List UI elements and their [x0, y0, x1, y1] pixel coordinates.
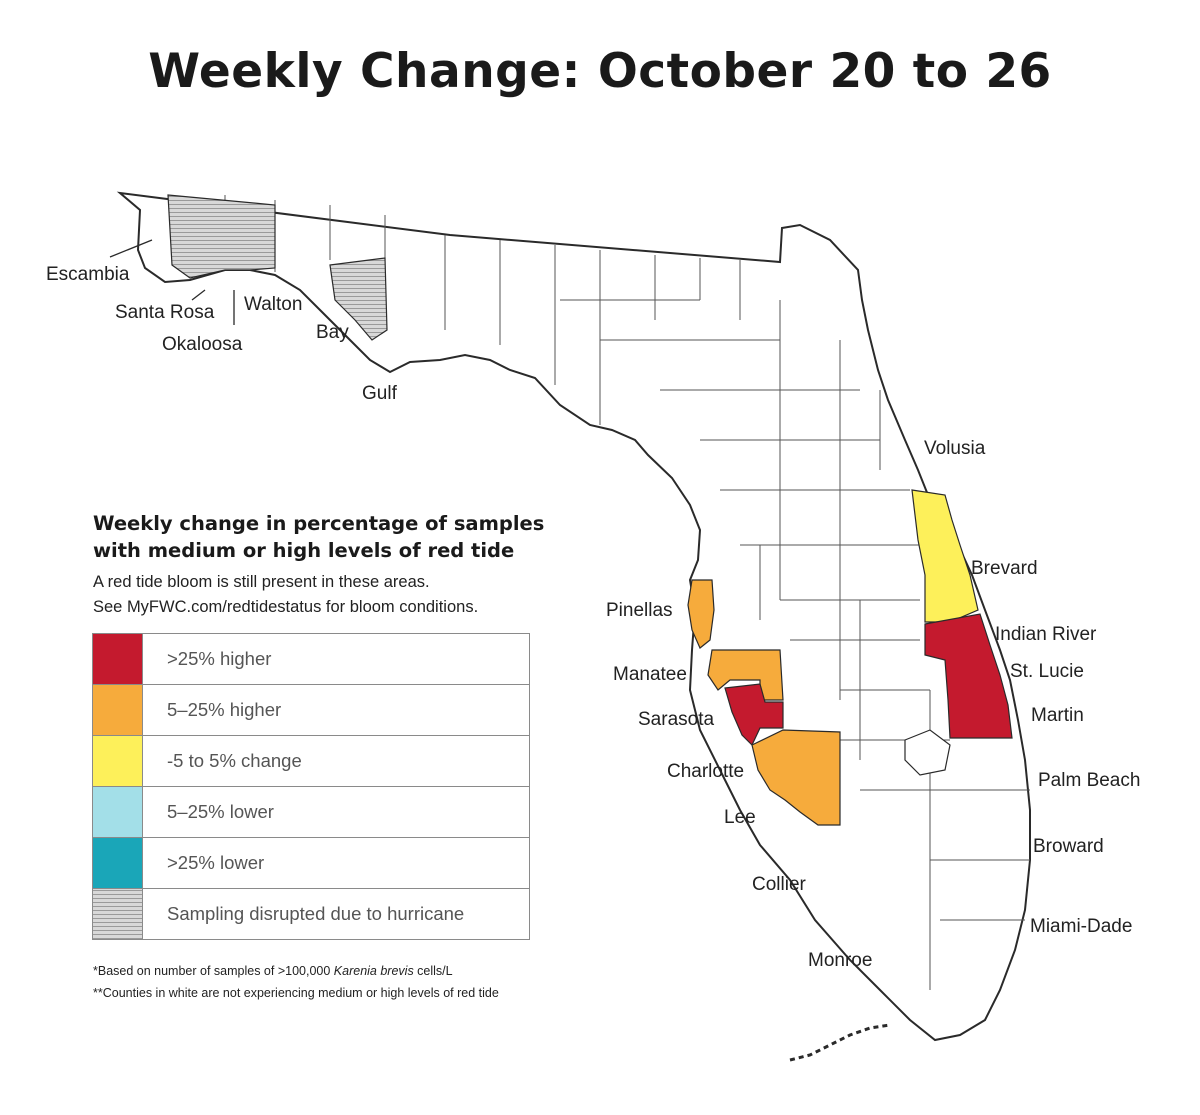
county-label-martin: Martin	[1031, 705, 1084, 726]
legend-subtitle-line-2: See MyFWC.com/redtidestatus for bloom co…	[93, 598, 479, 616]
legend-item: Sampling disrupted due to hurricane	[93, 889, 529, 939]
lake-okeechobee	[904, 729, 951, 776]
county-label-charlotte: Charlotte	[667, 761, 745, 782]
county-label-gulf: Gulf	[362, 383, 397, 404]
florida-keys	[789, 1023, 891, 1062]
county-label-monroe: Monroe	[808, 950, 873, 971]
legend-item: >25% higher	[93, 634, 529, 685]
county-label-bay: Bay	[316, 322, 349, 343]
county-label-indian-river: Indian River	[995, 624, 1097, 645]
county-label-st-lucie: St. Lucie	[1010, 661, 1084, 682]
legend-item-label: >25% lower	[167, 852, 265, 873]
legend-swatch-teal	[93, 838, 143, 888]
region-bay	[329, 257, 388, 341]
legend-item: -5 to 5% change	[93, 736, 529, 787]
region-pinellas	[687, 579, 715, 649]
county-label-volusia: Volusia	[924, 438, 986, 459]
county-label-lee: Lee	[724, 807, 756, 828]
legend-title-line-2: with medium or high levels of red tide	[93, 539, 515, 562]
footnote-1: *Based on number of samples of >100,000 …	[93, 964, 453, 978]
region-santa-rosa-okaloosa-walton	[167, 194, 276, 279]
region-charlotte-lee	[751, 729, 841, 826]
label-leaders	[109, 239, 235, 325]
footnote-2: **Counties in white are not experiencing…	[93, 986, 499, 1000]
map-title: Weekly Change: October 20 to 26	[148, 44, 1052, 99]
county-label-brevard: Brevard	[971, 558, 1038, 579]
region-indian-river-st-lucie-martin	[924, 613, 1013, 739]
legend-title: Weekly change in percentage of samples w…	[93, 510, 544, 564]
legend-subtitle: A red tide bloom is still present in the…	[93, 570, 478, 620]
region-brevard	[911, 489, 979, 623]
county-label-miami-dade: Miami-Dade	[1030, 916, 1133, 937]
region-manatee	[707, 649, 784, 701]
county-label-santa-rosa: Santa Rosa	[115, 302, 215, 323]
legend-swatch-hatched-gray	[93, 889, 143, 939]
legend-item-label: -5 to 5% change	[167, 750, 302, 771]
legend-item-label: Sampling disrupted due to hurricane	[167, 903, 465, 924]
legend-item: 5–25% higher	[93, 685, 529, 736]
legend-swatch-yellow	[93, 736, 143, 786]
florida-state-outline	[116, 191, 1031, 1042]
county-label-sarasota: Sarasota	[638, 709, 715, 730]
legend-swatch-light-cyan	[93, 787, 143, 837]
county-label-okaloosa: Okaloosa	[162, 334, 243, 355]
footnote-1-species: Karenia brevis	[333, 964, 414, 978]
legend-item: >25% lower	[93, 838, 529, 889]
county-label-walton: Walton	[244, 294, 303, 315]
county-label-escambia: Escambia	[46, 264, 130, 285]
county-label-collier: Collier	[752, 874, 806, 895]
footnote-1-suffix: cells/L	[413, 964, 453, 978]
legend-swatch-orange	[93, 685, 143, 735]
legend-swatch-dark-red	[93, 634, 143, 684]
legend-item-label: >25% higher	[167, 648, 272, 669]
legend-item: 5–25% lower	[93, 787, 529, 838]
footnote-1-prefix: *Based on number of samples of >100,000	[93, 964, 334, 978]
region-sarasota	[724, 683, 784, 747]
county-label-palm-beach: Palm Beach	[1038, 770, 1141, 791]
county-label-broward: Broward	[1033, 836, 1104, 857]
legend-title-line-1: Weekly change in percentage of samples	[93, 512, 545, 535]
legend-item-label: 5–25% higher	[167, 699, 282, 720]
legend-item-label: 5–25% lower	[167, 801, 274, 822]
legend-subtitle-line-1: A red tide bloom is still present in the…	[93, 573, 430, 591]
legend-box: >25% higher 5–25% higher -5 to 5% change…	[92, 633, 530, 940]
county-label-manatee: Manatee	[613, 664, 687, 685]
county-label-pinellas: Pinellas	[606, 600, 673, 621]
